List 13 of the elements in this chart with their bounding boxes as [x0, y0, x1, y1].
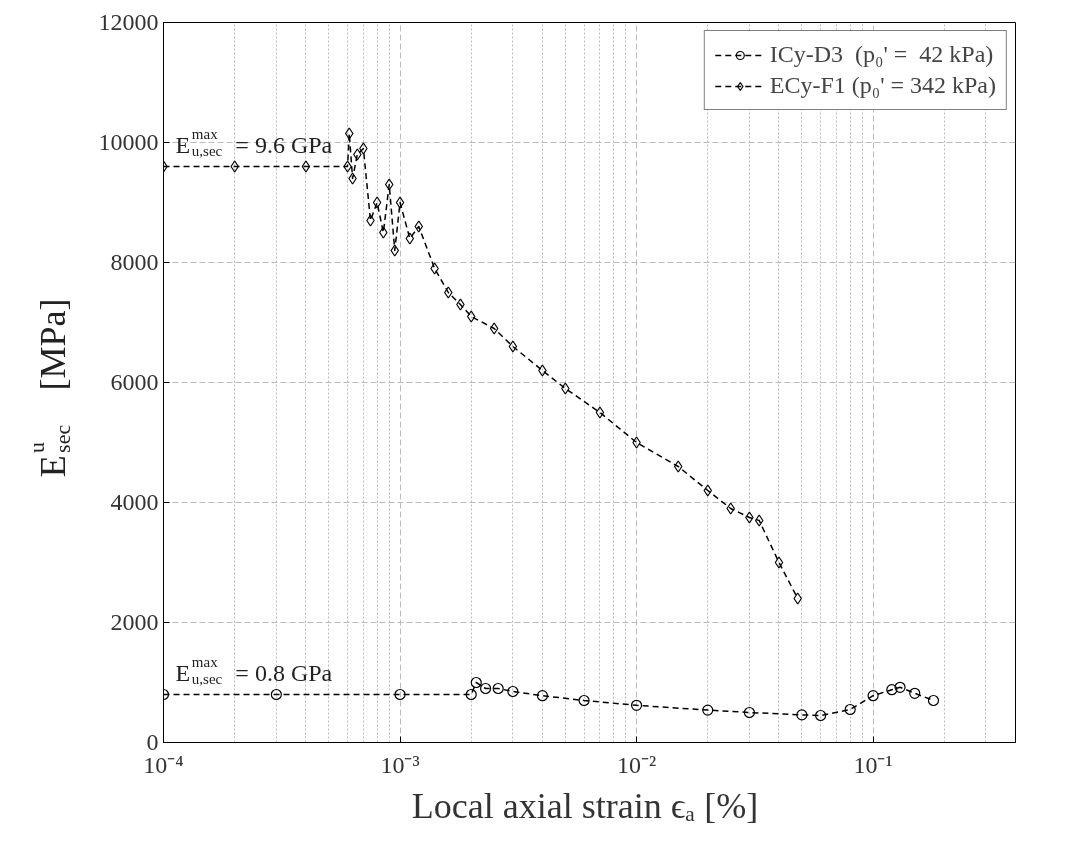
- text: Eusec [MPa]: [24, 298, 75, 478]
- x-tick-label: 10⁻¹: [853, 751, 893, 778]
- x-tick-label: 10⁻³: [380, 751, 420, 778]
- x-tick-label: 10⁻²: [616, 751, 657, 778]
- y-tick-label: 2000: [110, 609, 159, 635]
- y-tick-label: 12000: [98, 9, 159, 35]
- y-tick-label: 4000: [110, 489, 159, 515]
- legend-label: ICy-D3 (p₀' = 42 kPa): [769, 41, 994, 68]
- legend-label: ECy-F1 (p₀' = 342 kPa): [769, 72, 996, 99]
- y-tick-label: 6000: [110, 369, 159, 395]
- y-tick-label: 10000: [98, 129, 159, 155]
- y-tick-label: 8000: [110, 249, 159, 275]
- x-axis-title: Local axial strain ϵₐ [%]: [411, 785, 759, 826]
